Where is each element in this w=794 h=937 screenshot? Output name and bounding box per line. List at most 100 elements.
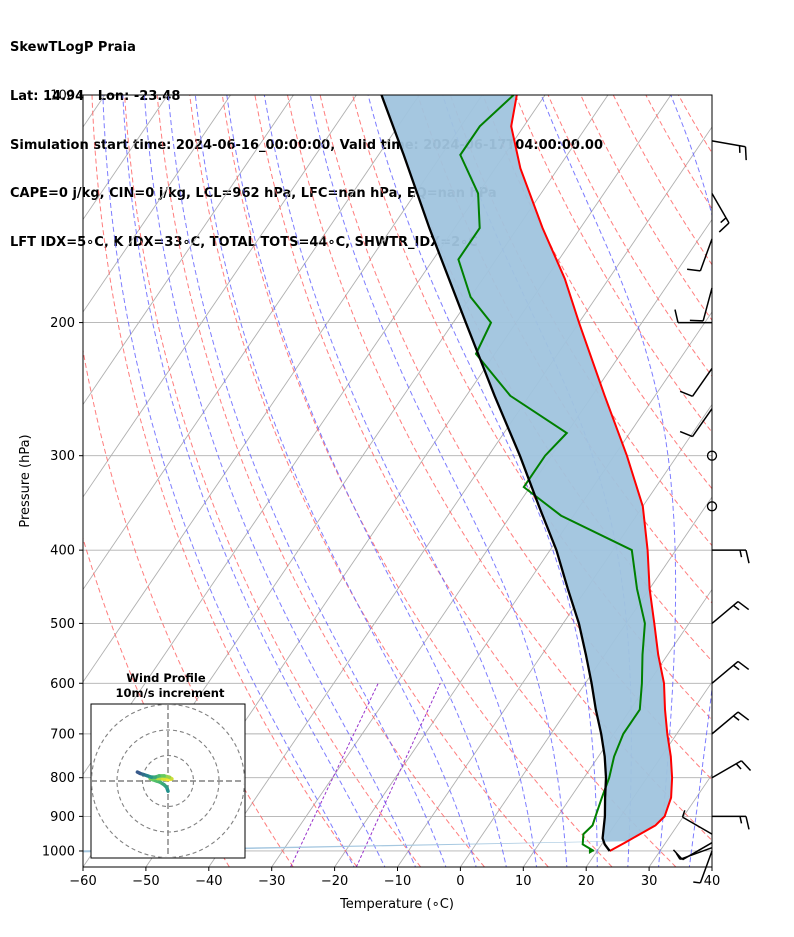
moist-adiabat [167,95,447,867]
y-axis-label: Pressure (hPa) [18,434,33,527]
y-tick-label: 600 [50,677,75,692]
moist-adiabat [263,95,538,867]
barb-flag-full [674,309,679,323]
y-tick-label: 900 [50,810,75,825]
hodograph-subtitle: 10m/s increment [116,686,225,700]
hodograph-title: Wind Profile [126,671,206,685]
wind-barb [693,850,713,884]
hodograph-segment [135,770,142,776]
barb-staff [699,850,713,884]
barb-flag-full [737,600,750,611]
wind-barb [687,238,713,272]
x-tick-label: 0 [456,874,464,889]
parcel-line [380,95,611,852]
wind-barb [679,368,713,398]
moist-adiabat [670,95,712,867]
barb-flag-full [672,849,684,861]
barb-flag-half [693,881,701,884]
barb-flag-half [735,763,742,770]
isotherm-line [83,95,420,591]
barb-flag-full [745,549,750,564]
dry-adiabat [319,95,712,781]
barb-staff [702,287,713,322]
dry-adiabat [677,95,712,154]
mixing-ratio-line [355,683,441,867]
barb-flag-half [732,604,740,611]
barb-flag-half [681,810,686,818]
wind-barb [711,600,750,624]
barb-staff [711,140,746,148]
barb-staff [711,760,742,779]
wind-barb [711,193,730,233]
background-lines [83,95,794,870]
wind-barb [674,309,712,324]
y-tick-label: 400 [50,544,75,559]
x-tick-label: 20 [578,874,595,889]
barb-flag-full [679,430,693,438]
wind-barb [706,501,718,512]
moist-adiabat [720,95,794,870]
hodograph-plot [91,704,245,858]
dry-adiabat [612,95,712,266]
chart-title: SkewTLogP Praia [10,40,136,56]
barb-flag-half [720,217,727,224]
y-tick-label: 500 [50,617,75,632]
barb-flag-half [739,816,743,824]
y-tick-label: 100 [50,89,75,104]
wind-barb [711,660,750,684]
x-tick-label: −40 [195,874,222,889]
temperature-line [510,95,674,852]
barb-flag-full [745,816,750,830]
x-tick-label: −10 [384,874,411,889]
wind-barb [706,450,718,461]
isotherm-line [585,681,712,867]
barb-flag-full [744,146,747,161]
y-tick-label: 200 [50,316,75,331]
wind-barb [672,842,713,861]
y-tick-label: 800 [50,771,75,786]
barb-staff [711,711,739,735]
barb-staff [682,816,713,835]
isotherm-line [83,95,231,313]
y-tick-label: 1000 [42,844,75,859]
moist-adiabat [102,95,355,867]
wind-barb [711,711,750,735]
stable-area-fill [83,95,672,853]
wind-barb [711,140,747,161]
wind-barb [711,760,752,779]
isotherm-line [83,95,483,683]
isotherm-line [83,95,357,498]
barb-flag-half [732,664,740,671]
x-tick-label: −20 [321,874,348,889]
barb-flag-full [679,390,693,398]
wind-barb [712,815,750,830]
moist-adiabat [226,95,507,867]
barb-staff [711,600,739,624]
moist-adiabat [309,95,568,867]
wind-barb [689,287,713,322]
barb-flag-half [739,549,743,558]
x-tick-label: −60 [69,874,96,889]
isotherm-line [83,95,294,406]
barb-flag-half [732,715,740,721]
calm-wind-circle [706,501,718,512]
wind-barb [712,549,750,564]
dry-adiabat [547,95,712,378]
barb-staff [699,238,713,272]
barb-flag-full [718,222,730,233]
moist-adiabat [143,95,417,867]
dry-adiabat [91,95,358,867]
isotherm-line [460,496,712,867]
barb-flag-full [737,660,750,671]
barb-flag-full [740,760,752,771]
x-tick-label: 30 [641,874,658,889]
dry-adiabat [254,95,677,867]
mixing-ratio-line [290,683,379,867]
x-tick-label: 10 [515,874,532,889]
barb-staff [691,408,713,437]
x-axis-label: Temperature (∘C) [339,897,454,912]
dry-adiabat [83,347,294,867]
moist-adiabat [194,95,477,867]
